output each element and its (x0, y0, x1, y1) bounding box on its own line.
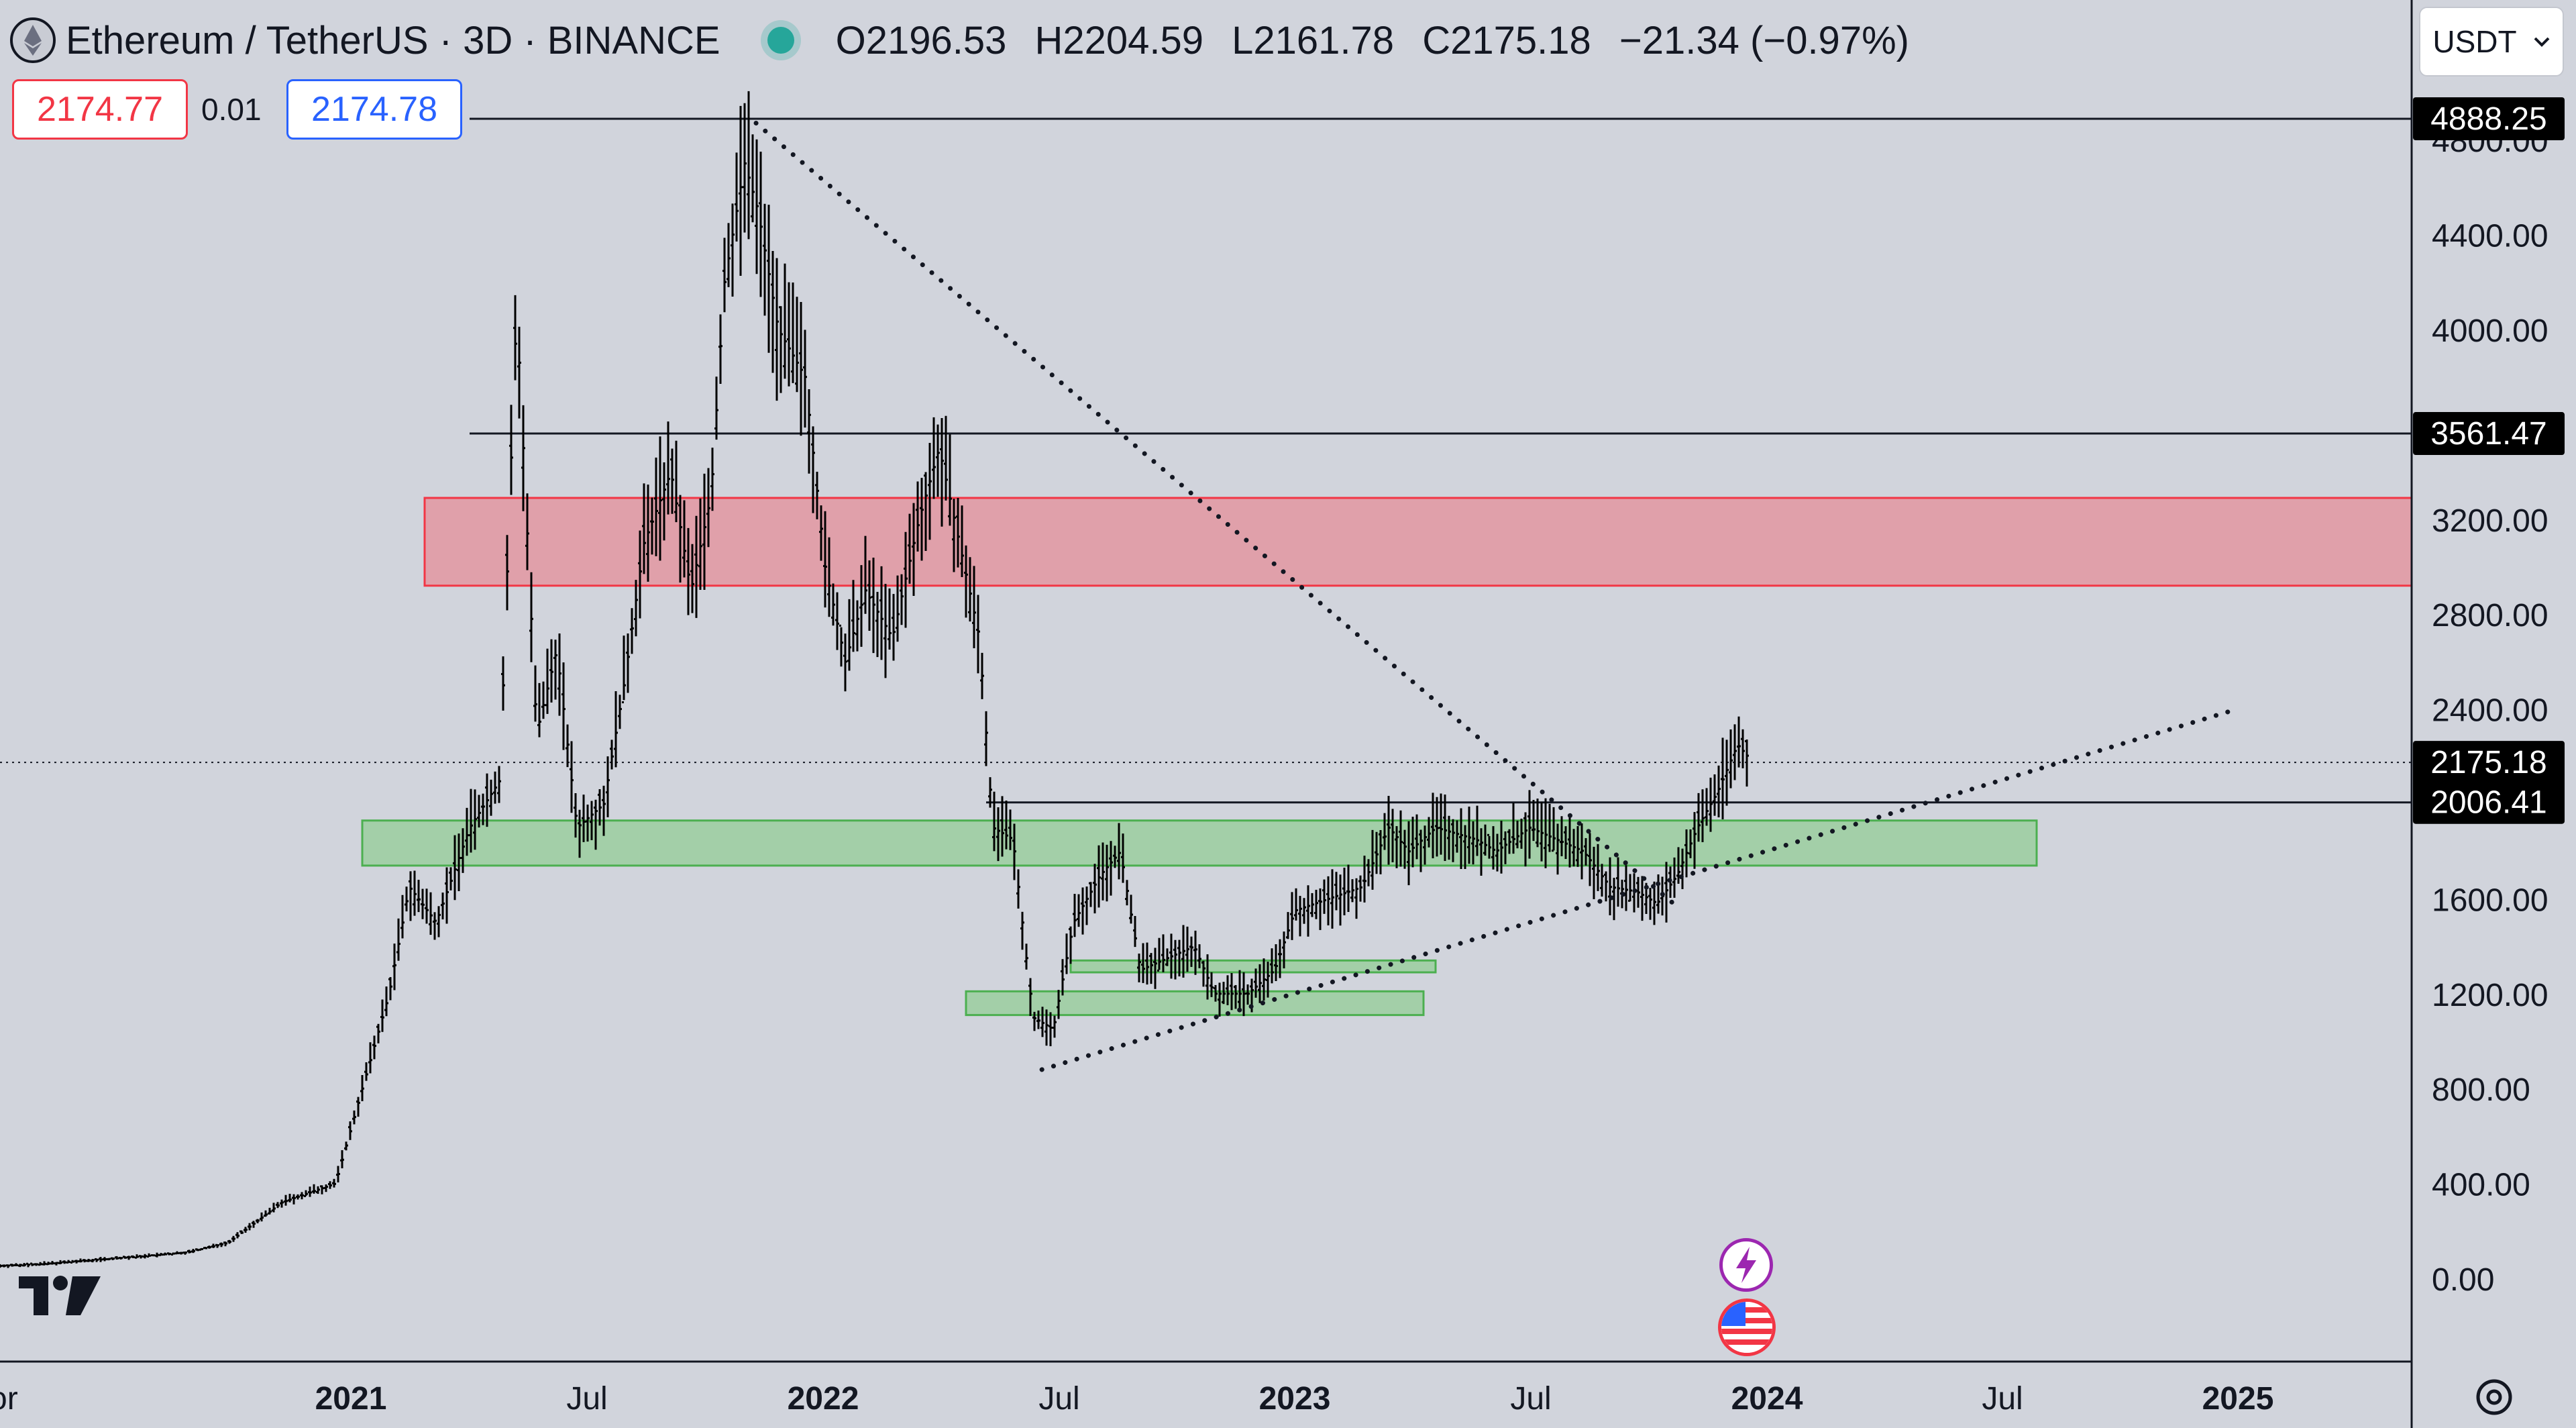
price-tick-label: 0.00 (2432, 1262, 2494, 1298)
time-tick-label: 2025 (2202, 1381, 2274, 1417)
up-trendline (1039, 707, 2240, 1072)
sell-price-button[interactable]: 2174.77 (12, 79, 188, 140)
price-tick-label: 800.00 (2432, 1072, 2530, 1108)
price-label-text: 2175.18 (2430, 745, 2547, 780)
time-tick-label: Jul (1510, 1381, 1551, 1417)
zone-supply (423, 497, 2413, 587)
price-label-text: 3561.47 (2430, 416, 2547, 452)
trendlines-layer (753, 120, 2240, 1072)
price-label-text: 4888.25 (2430, 101, 2547, 137)
open-value: O2196.53 (835, 18, 1007, 62)
symbol-title[interactable]: Ethereum / TetherUS · 3D · BINANCE (66, 18, 720, 62)
time-axis: or 2021 Jul 2022 Jul 2023 Jul 2024 Jul 2025 (0, 1381, 2273, 1417)
time-tick-label: 2022 (788, 1381, 859, 1417)
zone-support-2 (1069, 959, 1437, 974)
time-tick-label: Jul (566, 1381, 607, 1417)
currency-select[interactable]: USDT (2419, 7, 2564, 76)
lightning-event-icon[interactable] (1719, 1238, 1773, 1292)
price-tick-label: 1600.00 (2432, 882, 2548, 918)
ethereum-logo-icon (9, 17, 56, 64)
time-tick-label: Jul (1982, 1381, 2023, 1417)
price-tick-label: 1200.00 (2432, 978, 2548, 1013)
low-value: L2161.78 (1232, 18, 1395, 62)
buy-price-button[interactable]: 2174.78 (286, 79, 462, 140)
price-tick-label: 400.00 (2432, 1168, 2530, 1203)
price-axis: 0.00 400.00 800.00 1200.00 1600.00 2400.00 280… (2432, 123, 2548, 1298)
us-flag-event-icon[interactable] (1718, 1298, 1776, 1356)
high-value: H2204.59 (1034, 18, 1204, 62)
time-tick-label: 2023 (1259, 1381, 1331, 1417)
price-tick-label: 3200.00 (2432, 503, 2548, 539)
spread-value: 0.01 (201, 92, 262, 127)
candles-layer (0, 91, 1749, 1268)
zone-support (361, 819, 2038, 867)
time-tick-label: 2021 (315, 1381, 387, 1417)
symbol-header: Ethereum / TetherUS · 3D · BINANCE O2196… (0, 0, 1927, 81)
currency-label: USDT (2432, 24, 2517, 59)
zone-support-3 (965, 990, 1425, 1017)
settings-gear-icon[interactable] (2476, 1379, 2512, 1415)
chevron-down-icon (2534, 37, 2550, 47)
price-label-box (2413, 97, 2565, 141)
price-tick-label: 4000.00 (2432, 313, 2548, 349)
change-value: −21.34 (−0.97%) (1619, 18, 1909, 62)
price-label-box (2413, 412, 2565, 456)
horizontal-lines-layer (0, 117, 2412, 804)
time-tick-label: Jul (1038, 1381, 1079, 1417)
price-tick-label: 4400.00 (2432, 219, 2548, 254)
price-label-box (2413, 780, 2565, 824)
price-tick-label: 2800.00 (2432, 598, 2548, 633)
price-label-text: 2006.41 (2430, 785, 2547, 821)
tradingview-logo-icon (19, 1274, 102, 1321)
time-tick-label: 2024 (1731, 1381, 1803, 1417)
close-value: C2175.18 (1422, 18, 1591, 62)
ohlc-values: O2196.53 H2204.59 L2161.78 C2175.18 −21.… (836, 18, 1927, 63)
market-open-status-icon (767, 27, 794, 54)
zones-layer (361, 497, 2413, 1017)
price-tick-label: 2400.00 (2432, 693, 2548, 729)
time-tick-label: or (0, 1381, 18, 1417)
